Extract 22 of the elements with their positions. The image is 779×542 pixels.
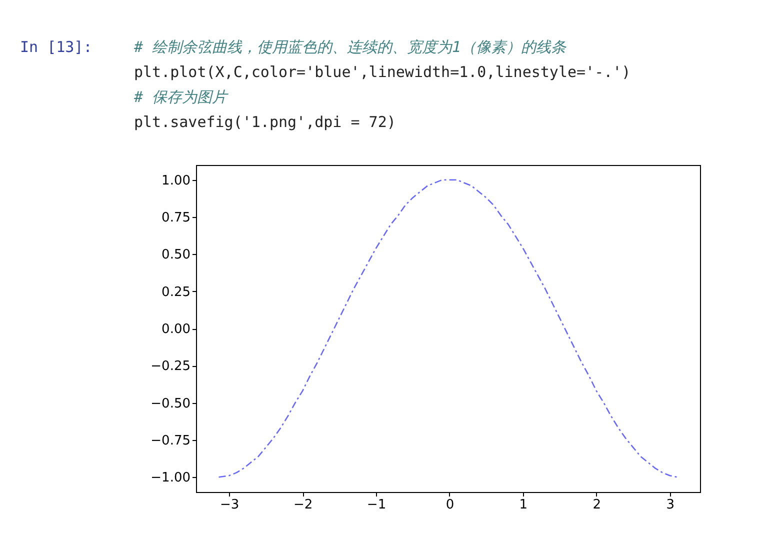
x-tick-label: 1 (519, 498, 528, 512)
y-tick-label: −0.50 (150, 396, 190, 412)
x-tick-label: 2 (592, 498, 602, 512)
y-tick-label: 1.00 (162, 173, 190, 188)
y-tick-label: 0.00 (162, 322, 190, 337)
text: # 绘制余弦曲线，使用蓝色的、连续的、宽度为1（像素）的线条 (133, 38, 568, 56)
y-tick-label: −0.25 (150, 359, 190, 374)
x-tick-label: −3 (220, 498, 240, 512)
text: plt.savefig('1.png',dpi = 72) (134, 113, 396, 131)
y-tick-label: −0.75 (150, 433, 190, 448)
text: plt.plot(X,C,color='blue',linewidth=1.0,linestyle='-.') (134, 63, 631, 81)
x-tick-label: −2 (293, 498, 313, 512)
x-tick-label: 0 (446, 498, 454, 512)
y-tick-label: 0.25 (162, 284, 190, 300)
text: # 保存为图片 (133, 88, 230, 106)
line-series (218, 179, 678, 478)
y-tick-label: −1.00 (150, 470, 190, 486)
x-tick-label: 3 (666, 498, 675, 512)
y-tick-label: 0.75 (162, 210, 190, 226)
text: In [13]: (20, 38, 92, 56)
y-tick-label: 0.50 (162, 248, 190, 263)
x-tick-label: −1 (366, 498, 386, 512)
